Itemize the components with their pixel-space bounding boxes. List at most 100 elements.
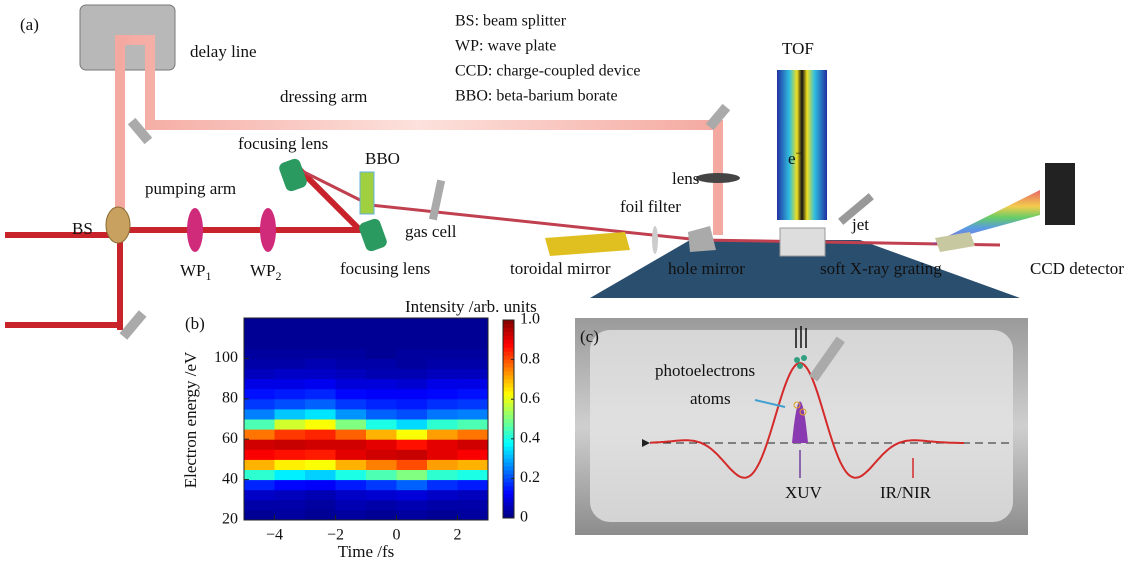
heatmap-cell — [366, 388, 397, 400]
heatmap-cell — [244, 459, 275, 470]
heatmap-cell — [244, 348, 275, 359]
heatmap-cell — [396, 479, 428, 491]
heatmap-cell — [427, 509, 458, 521]
heatmap-cell — [274, 459, 306, 470]
arrow-head — [642, 439, 650, 447]
heatmap-cell — [396, 338, 428, 349]
legend-entry: WP: wave plate — [455, 38, 556, 55]
label: soft X-ray grating — [820, 259, 942, 278]
y-tick-label: 60 — [222, 430, 238, 447]
heatmap-cell — [396, 368, 428, 380]
heatmap-cell — [305, 408, 336, 420]
label-text: WP — [250, 261, 276, 280]
label: hole mirror — [668, 259, 745, 278]
label: IR/NIR — [880, 483, 932, 502]
heatmap-cell — [274, 489, 306, 501]
heatmap-cell — [335, 449, 367, 460]
heatmap-cell — [396, 419, 428, 430]
wave-plate-1 — [187, 208, 203, 252]
heatmap-cell — [244, 368, 275, 380]
heatmap-cell — [427, 469, 458, 481]
heatmap-cell — [305, 429, 336, 440]
heatmap-cell — [335, 459, 367, 470]
colorbar-segment — [503, 446, 514, 452]
heatmap-cell — [366, 429, 397, 440]
colorbar-segment — [503, 438, 514, 444]
heatmap-cell — [366, 408, 397, 420]
heatmap-cell — [366, 348, 397, 359]
panel-label: (b) — [185, 314, 205, 333]
colorbar-segment — [503, 458, 514, 464]
heatmap-cell — [457, 459, 489, 470]
heatmap-cell — [335, 368, 367, 380]
table-shadow — [590, 240, 1020, 298]
colorbar-segment — [503, 482, 514, 487]
colorbar-segment — [503, 351, 514, 357]
colorbar-segment — [503, 387, 514, 392]
colorbar-segment — [503, 327, 514, 333]
colorbar-segment — [503, 434, 514, 440]
label-sub: 1 — [206, 269, 212, 283]
heatmap-cell — [457, 469, 489, 481]
colorbar-segment — [503, 474, 514, 479]
label-text: WP — [180, 261, 206, 280]
colorbar-tick-label: 0.8 — [520, 350, 540, 367]
heatmap-cell — [366, 449, 397, 460]
label: BBO — [365, 149, 400, 168]
heatmap-cell — [396, 449, 428, 460]
label: toroidal mirror — [510, 259, 611, 278]
heatmap-cell — [335, 489, 367, 501]
heatmap-cell — [427, 408, 458, 420]
heatmap-cell — [335, 439, 367, 450]
heatmap-cell — [244, 338, 275, 349]
heatmap-cell — [335, 348, 367, 359]
heatmap-cell — [305, 378, 336, 390]
input-beam — [5, 232, 123, 330]
label: atoms — [690, 389, 731, 408]
heatmap-cell — [396, 509, 428, 521]
foil-filter — [652, 226, 658, 254]
colorbar-segment — [503, 399, 514, 404]
colorbar-frame — [502, 319, 515, 519]
heatmap-cell — [366, 358, 397, 369]
heatmap-cell — [274, 398, 306, 410]
heatmap-cell — [366, 489, 397, 501]
heatmap-cell — [457, 398, 489, 410]
heatmap-cell — [335, 419, 367, 430]
heatmap-cell — [274, 469, 306, 481]
heatmap-cell — [396, 408, 428, 420]
heatmap-cell — [396, 358, 428, 369]
heatmap-cell — [427, 419, 458, 430]
y-tick-label: 80 — [222, 389, 238, 406]
heatmap-cell — [457, 318, 489, 329]
x-tick-label: 2 — [454, 527, 462, 544]
heatmap-cell — [335, 328, 367, 339]
heatmap-cell — [396, 499, 428, 511]
heatmap-cell — [366, 419, 397, 430]
heatmap-cell — [244, 398, 275, 410]
nozzle — [809, 336, 845, 382]
heatmap-cell — [274, 318, 306, 329]
heatmap-cell — [366, 499, 397, 511]
heatmap-cell — [274, 449, 306, 460]
colorbar-tick-label: 0.4 — [520, 429, 540, 446]
heatmap-cell — [427, 459, 458, 470]
colorbar-segment — [503, 494, 514, 499]
heatmap-cell — [305, 459, 336, 470]
heatmap-cell — [366, 318, 397, 329]
emission-arrows — [795, 326, 807, 348]
focusing-lens-bottom — [359, 218, 387, 252]
heatmap-cell — [366, 459, 397, 470]
heatmap-cell — [244, 378, 275, 390]
label: XUV — [785, 483, 823, 502]
colorbar-segment — [503, 466, 514, 471]
colorbar-segment — [503, 502, 514, 507]
toroidal-mirror — [545, 232, 630, 256]
heatmap-cell — [457, 338, 489, 349]
atom — [799, 408, 807, 416]
label: dressing arm — [280, 87, 367, 106]
colorbar-segment — [503, 510, 514, 515]
colorbar-segment — [503, 391, 514, 396]
heatmap-cell — [366, 398, 397, 410]
y-tick-label: 100 — [214, 349, 238, 366]
